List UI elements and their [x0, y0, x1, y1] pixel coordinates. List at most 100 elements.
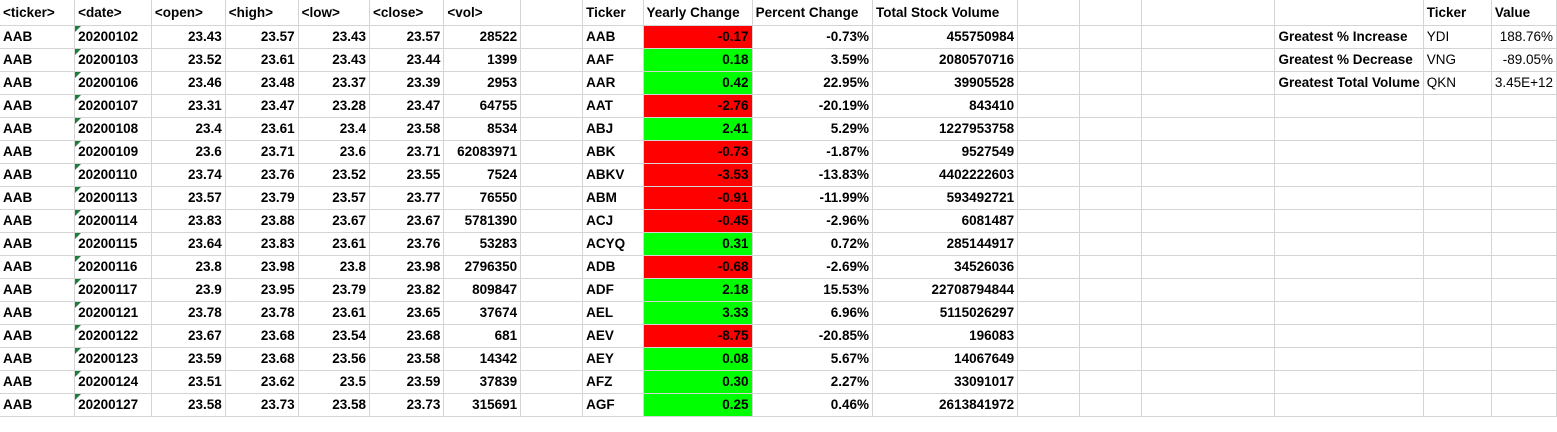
- empty-cell[interactable]: [1274, 163, 1424, 187]
- value-cell[interactable]: 5781390: [443, 209, 522, 233]
- percent-change-cell[interactable]: 22.95%: [752, 71, 874, 95]
- value-cell[interactable]: 2796350: [443, 255, 522, 279]
- empty-cell[interactable]: [1141, 209, 1276, 233]
- value-cell[interactable]: 7524: [443, 163, 522, 187]
- value-cell[interactable]: 23.73: [225, 393, 299, 417]
- empty-cell[interactable]: [520, 278, 584, 302]
- empty-cell[interactable]: [1079, 140, 1143, 164]
- value-cell[interactable]: 23.59: [369, 370, 445, 394]
- date-cell[interactable]: 20200121: [74, 301, 152, 325]
- summary-ticker-cell[interactable]: AAR: [582, 71, 644, 95]
- empty-cell[interactable]: [1423, 117, 1492, 141]
- total-volume-cell[interactable]: 2080570716: [872, 48, 1019, 72]
- total-volume-cell[interactable]: 14067649: [872, 347, 1019, 371]
- value-cell[interactable]: 23.88: [225, 209, 299, 233]
- value-cell[interactable]: 23.76: [369, 232, 445, 256]
- summary-ticker-cell[interactable]: ABK: [582, 140, 644, 164]
- value-cell[interactable]: 23.57: [298, 186, 371, 210]
- value-cell[interactable]: 23.43: [151, 25, 226, 49]
- empty-cell[interactable]: [1274, 370, 1424, 394]
- summary-ticker-cell[interactable]: AFZ: [582, 370, 644, 394]
- yearly-change-cell[interactable]: 0.18: [643, 48, 753, 72]
- value-cell[interactable]: 23.58: [151, 393, 226, 417]
- date-cell[interactable]: 20200102: [74, 25, 152, 49]
- yearly-change-cell[interactable]: 0.08: [643, 347, 753, 371]
- empty-cell[interactable]: [1079, 94, 1143, 118]
- yearly-change-cell[interactable]: -0.73: [643, 140, 753, 164]
- empty-cell[interactable]: [1079, 117, 1143, 141]
- empty-cell[interactable]: [1274, 0, 1424, 26]
- value-cell[interactable]: 23.31: [151, 94, 226, 118]
- value-cell[interactable]: 23.47: [225, 94, 299, 118]
- empty-cell[interactable]: [1423, 140, 1492, 164]
- empty-cell[interactable]: [1141, 301, 1276, 325]
- value-cell[interactable]: 23.39: [369, 71, 445, 95]
- empty-cell[interactable]: [1017, 25, 1081, 49]
- empty-cell[interactable]: [1491, 232, 1557, 256]
- value-cell[interactable]: 23.6: [298, 140, 371, 164]
- summary-ticker-cell[interactable]: ACJ: [582, 209, 644, 233]
- empty-cell[interactable]: [1423, 163, 1492, 187]
- empty-cell[interactable]: [1017, 140, 1081, 164]
- empty-cell[interactable]: [1079, 347, 1143, 371]
- value-cell[interactable]: 23.68: [225, 324, 299, 348]
- empty-cell[interactable]: [1274, 140, 1424, 164]
- yearly-change-cell[interactable]: -0.17: [643, 25, 753, 49]
- total-volume-cell[interactable]: 5115026297: [872, 301, 1019, 325]
- value-cell[interactable]: 23.61: [225, 48, 299, 72]
- empty-cell[interactable]: [1141, 186, 1276, 210]
- empty-cell[interactable]: [1017, 94, 1081, 118]
- empty-cell[interactable]: [1079, 163, 1143, 187]
- empty-cell[interactable]: [1274, 393, 1424, 417]
- empty-cell[interactable]: [520, 255, 584, 279]
- yearly-change-cell[interactable]: 2.41: [643, 117, 753, 141]
- value-cell[interactable]: 23.79: [298, 278, 371, 302]
- empty-cell[interactable]: [1491, 324, 1557, 348]
- value-cell[interactable]: 53283: [443, 232, 522, 256]
- date-cell[interactable]: 20200127: [74, 393, 152, 417]
- empty-cell[interactable]: [520, 232, 584, 256]
- ticker-cell[interactable]: AAB: [0, 140, 76, 164]
- value-cell[interactable]: 23.57: [225, 25, 299, 49]
- empty-cell[interactable]: [1274, 94, 1424, 118]
- empty-cell[interactable]: [1491, 301, 1557, 325]
- yearly-change-cell[interactable]: -3.53: [643, 163, 753, 187]
- empty-cell[interactable]: [1274, 347, 1424, 371]
- column-header[interactable]: <high>: [225, 0, 299, 26]
- empty-cell[interactable]: [1017, 117, 1081, 141]
- yearly-change-cell[interactable]: -0.45: [643, 209, 753, 233]
- greatest-label-cell[interactable]: Greatest % Decrease: [1274, 48, 1424, 72]
- empty-cell[interactable]: [1017, 324, 1081, 348]
- empty-cell[interactable]: [1274, 301, 1424, 325]
- value-cell[interactable]: 23.43: [298, 48, 371, 72]
- empty-cell[interactable]: [520, 209, 584, 233]
- empty-cell[interactable]: [520, 347, 584, 371]
- percent-change-cell[interactable]: 5.67%: [752, 347, 874, 371]
- percent-change-cell[interactable]: 0.72%: [752, 232, 874, 256]
- empty-cell[interactable]: [1491, 117, 1557, 141]
- empty-cell[interactable]: [1423, 232, 1492, 256]
- summary-ticker-cell[interactable]: ABKV: [582, 163, 644, 187]
- value-cell[interactable]: 315691: [443, 393, 522, 417]
- value-cell[interactable]: 23.67: [298, 209, 371, 233]
- ticker-cell[interactable]: AAB: [0, 393, 76, 417]
- value-cell[interactable]: 681: [443, 324, 522, 348]
- ticker-cell[interactable]: AAB: [0, 370, 76, 394]
- percent-change-cell[interactable]: -2.69%: [752, 255, 874, 279]
- value-cell[interactable]: 23.52: [298, 163, 371, 187]
- column-header[interactable]: <close>: [369, 0, 445, 26]
- summary-ticker-cell[interactable]: AEV: [582, 324, 644, 348]
- total-volume-cell[interactable]: 22708794844: [872, 278, 1019, 302]
- empty-cell[interactable]: [1079, 324, 1143, 348]
- empty-cell[interactable]: [1491, 278, 1557, 302]
- percent-change-cell[interactable]: -2.96%: [752, 209, 874, 233]
- total-volume-cell[interactable]: 34526036: [872, 255, 1019, 279]
- summary-ticker-cell[interactable]: AAT: [582, 94, 644, 118]
- total-volume-cell[interactable]: 593492721: [872, 186, 1019, 210]
- value-cell[interactable]: 28522: [443, 25, 522, 49]
- greatest-label-cell[interactable]: Greatest Total Volume: [1274, 71, 1424, 95]
- value-cell[interactable]: 23.58: [369, 117, 445, 141]
- date-cell[interactable]: 20200107: [74, 94, 152, 118]
- empty-cell[interactable]: [1141, 370, 1276, 394]
- empty-cell[interactable]: [1141, 25, 1276, 49]
